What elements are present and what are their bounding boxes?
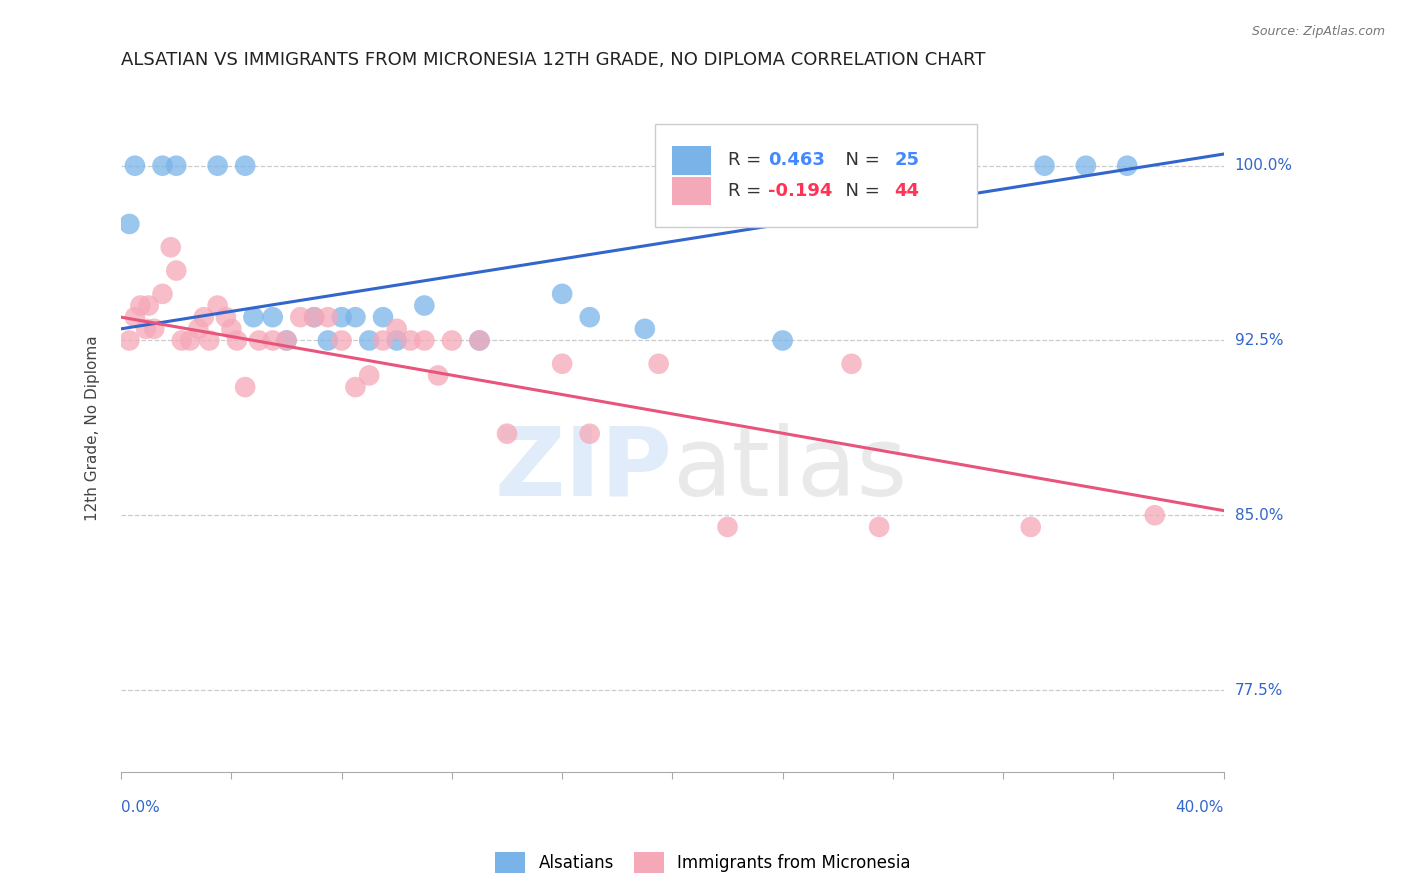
Point bbox=[371, 334, 394, 348]
Point bbox=[385, 334, 408, 348]
Point bbox=[159, 240, 181, 254]
Point bbox=[647, 357, 669, 371]
Point bbox=[143, 322, 166, 336]
Point bbox=[344, 380, 367, 394]
Point bbox=[233, 159, 256, 173]
Point bbox=[262, 310, 284, 325]
Text: 0.463: 0.463 bbox=[768, 152, 824, 169]
Text: -0.194: -0.194 bbox=[768, 182, 832, 200]
Point bbox=[152, 286, 174, 301]
Point bbox=[578, 310, 600, 325]
Text: R =: R = bbox=[728, 182, 768, 200]
Point bbox=[578, 426, 600, 441]
Point bbox=[221, 322, 243, 336]
Point bbox=[316, 334, 339, 348]
Text: ZIP: ZIP bbox=[495, 423, 672, 516]
Text: N =: N = bbox=[834, 182, 886, 200]
Point bbox=[468, 334, 491, 348]
Point bbox=[207, 159, 229, 173]
Point bbox=[359, 334, 381, 348]
Point bbox=[385, 322, 408, 336]
Point bbox=[247, 334, 270, 348]
Point bbox=[152, 159, 174, 173]
Text: atlas: atlas bbox=[672, 423, 907, 516]
Point bbox=[118, 334, 141, 348]
Point bbox=[427, 368, 450, 383]
Point bbox=[118, 217, 141, 231]
Point bbox=[129, 299, 152, 313]
Point bbox=[841, 357, 863, 371]
Point bbox=[772, 334, 794, 348]
Point bbox=[165, 263, 187, 277]
Point bbox=[359, 368, 381, 383]
Y-axis label: 12th Grade, No Diploma: 12th Grade, No Diploma bbox=[86, 335, 100, 521]
Point bbox=[138, 299, 160, 313]
Point bbox=[634, 322, 657, 336]
Point bbox=[344, 310, 367, 325]
Point bbox=[124, 310, 146, 325]
Point bbox=[1033, 159, 1056, 173]
Point bbox=[413, 334, 436, 348]
Point bbox=[551, 357, 574, 371]
Point bbox=[276, 334, 298, 348]
Text: 40.0%: 40.0% bbox=[1175, 799, 1223, 814]
Point bbox=[496, 426, 519, 441]
Point bbox=[135, 322, 157, 336]
Legend: Alsatians, Immigrants from Micronesia: Alsatians, Immigrants from Micronesia bbox=[488, 846, 918, 880]
Point bbox=[551, 286, 574, 301]
Text: 92.5%: 92.5% bbox=[1234, 333, 1284, 348]
Point bbox=[290, 310, 312, 325]
Text: 0.0%: 0.0% bbox=[121, 799, 160, 814]
Point bbox=[170, 334, 193, 348]
Point bbox=[371, 310, 394, 325]
Point bbox=[187, 322, 209, 336]
Text: ALSATIAN VS IMMIGRANTS FROM MICRONESIA 12TH GRADE, NO DIPLOMA CORRELATION CHART: ALSATIAN VS IMMIGRANTS FROM MICRONESIA 1… bbox=[121, 51, 986, 69]
Text: 25: 25 bbox=[894, 152, 920, 169]
Point bbox=[468, 334, 491, 348]
Point bbox=[207, 299, 229, 313]
Text: 100.0%: 100.0% bbox=[1234, 158, 1292, 173]
Point bbox=[198, 334, 221, 348]
Text: 85.0%: 85.0% bbox=[1234, 508, 1284, 523]
Point bbox=[868, 520, 890, 534]
Point bbox=[330, 334, 353, 348]
Point bbox=[716, 520, 738, 534]
Point bbox=[1074, 159, 1097, 173]
Point bbox=[276, 334, 298, 348]
Point bbox=[179, 334, 201, 348]
Point bbox=[302, 310, 325, 325]
Point bbox=[233, 380, 256, 394]
Point bbox=[225, 334, 247, 348]
Point bbox=[1143, 508, 1166, 523]
Point bbox=[242, 310, 264, 325]
Text: 44: 44 bbox=[894, 182, 920, 200]
Point bbox=[302, 310, 325, 325]
Point bbox=[330, 310, 353, 325]
Point bbox=[215, 310, 238, 325]
Text: N =: N = bbox=[834, 152, 886, 169]
Point bbox=[399, 334, 422, 348]
Point bbox=[165, 159, 187, 173]
Point bbox=[440, 334, 463, 348]
Point bbox=[1116, 159, 1139, 173]
Point bbox=[413, 299, 436, 313]
Point bbox=[124, 159, 146, 173]
Point bbox=[262, 334, 284, 348]
Point bbox=[193, 310, 215, 325]
Point bbox=[316, 310, 339, 325]
Text: 77.5%: 77.5% bbox=[1234, 682, 1284, 698]
Text: R =: R = bbox=[728, 152, 768, 169]
Point bbox=[1019, 520, 1042, 534]
Text: Source: ZipAtlas.com: Source: ZipAtlas.com bbox=[1251, 25, 1385, 38]
